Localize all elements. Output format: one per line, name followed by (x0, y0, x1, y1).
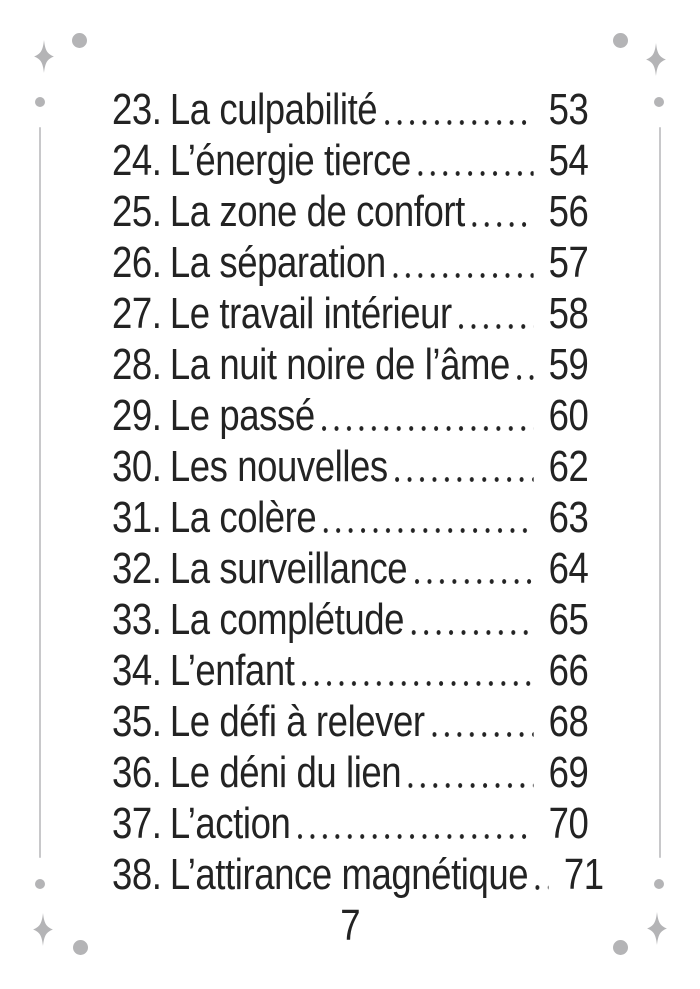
toc-entry-title: La colère (169, 493, 317, 542)
toc-entry-number: 24. (112, 136, 162, 185)
toc-entry-page: 69 (548, 748, 589, 797)
sparkle-icon (33, 912, 53, 946)
toc-entry-page: 70 (548, 799, 589, 848)
dotted-leader (301, 645, 534, 696)
toc-entry-title: La surveillance (169, 544, 408, 593)
dotted-leader (322, 390, 534, 441)
toc-entry-title: Le travail intérieur (169, 289, 452, 338)
toc-entry-page: 57 (548, 238, 589, 287)
toc-entry-title: La culpabilité (169, 85, 378, 134)
dotted-leader (459, 288, 534, 339)
toc-entry-page: 54 (548, 136, 589, 185)
dot-large-icon (72, 939, 88, 955)
toc-entry-page: 59 (548, 340, 589, 389)
toc-entry: 30. Les nouvelles 62 (112, 441, 589, 492)
toc-entry-page: 58 (548, 289, 589, 338)
toc-entry-number: 32. (112, 544, 162, 593)
toc-entry: 28. La nuit noire de l’âme 59 (112, 339, 589, 390)
toc-entry: 29. Le passé 60 (112, 390, 589, 441)
sparkle-icon (647, 911, 667, 945)
toc-entry: 35. Le défi à relever 68 (112, 696, 589, 747)
sparkle-icon (34, 40, 54, 73)
dot-small-icon (654, 879, 664, 889)
toc-entry-page: 53 (548, 85, 589, 134)
dot-small-icon (35, 879, 45, 889)
toc-entry-number: 35. (112, 697, 162, 746)
toc-entry-number: 29. (112, 391, 162, 440)
dotted-leader (408, 747, 534, 798)
dotted-leader (472, 186, 534, 237)
toc-entry: 23. La culpabilité 53 (112, 84, 589, 135)
toc-entry-page: 71 (563, 850, 604, 899)
toc-entry-number: 37. (112, 799, 162, 848)
toc-entry-title: Le défi à relever (169, 697, 425, 746)
left-rule (38, 127, 41, 858)
dotted-leader (414, 543, 534, 594)
dot-large-icon (612, 939, 628, 955)
toc-entry-number: 27. (112, 289, 162, 338)
toc-entry-number: 38. (112, 850, 162, 899)
dotted-leader (517, 339, 534, 390)
right-rule (659, 127, 661, 858)
toc-entry-number: 33. (112, 595, 162, 644)
toc-entry: 26. La séparation 57 (112, 237, 589, 288)
toc-entry-title: La séparation (169, 238, 386, 287)
dotted-leader (323, 492, 534, 543)
dotted-leader (393, 237, 534, 288)
dot-small-icon (654, 97, 664, 107)
toc-entry-number: 26. (112, 238, 162, 287)
sparkle-icon (646, 42, 666, 76)
page-number: 7 (340, 901, 361, 950)
toc-entry-page: 62 (548, 442, 589, 491)
toc-entry: 31. La colère 63 (112, 492, 589, 543)
dotted-leader (297, 798, 534, 849)
toc-entry-title: L’enfant (169, 646, 295, 695)
toc-entry-number: 25. (112, 187, 162, 236)
toc-entry-title: Le passé (169, 391, 315, 440)
toc-entry-number: 36. (112, 748, 162, 797)
toc-entry-title: L’énergie tierce (169, 136, 411, 185)
toc-entry-title: La complétude (169, 595, 405, 644)
toc-entry: 25. La zone de confort 56 (112, 186, 589, 237)
toc-entry: 27. Le travail intérieur 58 (112, 288, 589, 339)
toc-entry-page: 66 (548, 646, 589, 695)
toc-entry-number: 23. (112, 85, 162, 134)
dotted-leader (418, 135, 534, 186)
toc-entry-number: 34. (112, 646, 162, 695)
toc-entry: 32. La surveillance 64 (112, 543, 589, 594)
dotted-leader (432, 696, 534, 747)
dotted-leader (384, 84, 534, 135)
dotted-leader (411, 594, 534, 645)
toc-entry-number: 31. (112, 493, 162, 542)
toc-entry-title: Le déni du lien (169, 748, 402, 797)
toc-entry: 24. L’énergie tierce 54 (112, 135, 589, 186)
dot-small-icon (35, 97, 45, 107)
toc-entry-title: Les nouvelles (169, 442, 388, 491)
toc-entry: 33. La complétude 65 (112, 594, 589, 645)
toc-entry-title: La zone de confort (169, 187, 465, 236)
toc-entry: 36. Le déni du lien 69 (112, 747, 589, 798)
toc-entry-number: 28. (112, 340, 162, 389)
toc-entry-page: 64 (548, 544, 589, 593)
toc-entry: 34. L’enfant 66 (112, 645, 589, 696)
toc-entry-page: 63 (548, 493, 589, 542)
toc-entry-number: 30. (112, 442, 162, 491)
dot-large-icon (72, 32, 87, 48)
toc-entry-page: 56 (548, 187, 589, 236)
toc-entry-title: L’attirance magnétique (169, 850, 529, 899)
toc-entry-page: 60 (548, 391, 589, 440)
toc-entry-page: 65 (548, 595, 589, 644)
toc-list: 23. La culpabilité 53 24. L’énergie tier… (112, 84, 604, 900)
toc-entry: 38. L’attirance magnétique 71 (112, 849, 604, 900)
toc-entry: 37. L’action 70 (112, 798, 589, 849)
toc-entry-title: La nuit noire de l’âme (169, 340, 510, 389)
toc-entry-page: 68 (548, 697, 589, 746)
toc-entry-title: L’action (169, 799, 291, 848)
dotted-leader (535, 849, 549, 900)
content-area: 23. La culpabilité 53 24. L’énergie tier… (112, 84, 604, 951)
dotted-leader (395, 441, 534, 492)
dot-large-icon (612, 32, 628, 48)
